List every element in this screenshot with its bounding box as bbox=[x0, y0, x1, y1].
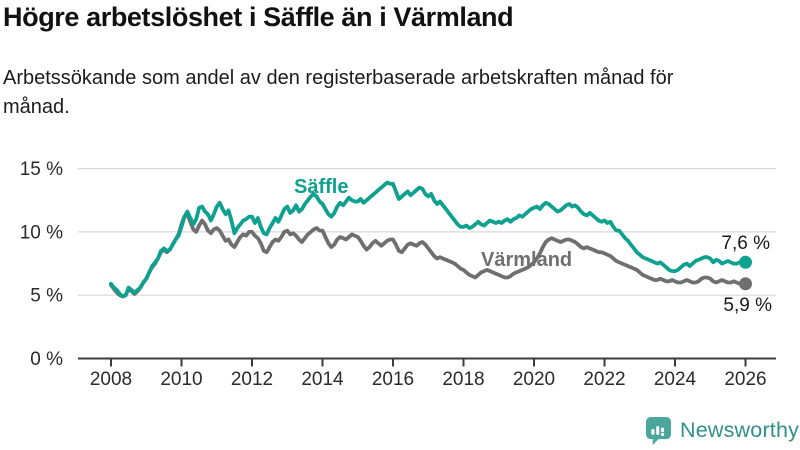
series-end-dot-0 bbox=[739, 255, 752, 269]
x-tick-label: 2020 bbox=[513, 369, 555, 390]
x-tick-label: 2018 bbox=[442, 369, 484, 390]
series-line-0 bbox=[109, 180, 748, 299]
page-title: Högre arbetslöshet i Säffle än i Värmlan… bbox=[3, 2, 514, 32]
x-tick-label: 2016 bbox=[372, 369, 414, 390]
y-tick-label: 5 % bbox=[30, 286, 63, 307]
end-value-label-saffle: 7,6 % bbox=[721, 233, 770, 254]
series-label-varmland: Värmland bbox=[481, 249, 572, 271]
x-tick-label: 2008 bbox=[90, 369, 132, 390]
end-value-label-varmland: 5,9 % bbox=[723, 295, 772, 316]
x-tick-label: 2014 bbox=[301, 369, 344, 390]
bar-chart-speech-bubble-icon bbox=[645, 417, 672, 445]
x-tick-label: 2010 bbox=[160, 369, 202, 390]
chart-subtitle: Arbetssökande som andel av den registerb… bbox=[3, 67, 674, 118]
series-line-1 bbox=[109, 212, 748, 299]
series-end-dot-1 bbox=[739, 277, 752, 291]
x-tick-label: 2026 bbox=[724, 369, 766, 390]
y-tick-label: 0 % bbox=[30, 349, 63, 370]
y-tick-label: 15 % bbox=[20, 159, 63, 180]
x-tick-label: 2012 bbox=[231, 369, 273, 390]
x-tick-label: 2022 bbox=[583, 369, 625, 390]
y-tick-label: 10 % bbox=[20, 222, 63, 243]
series-label-saffle: Säffle bbox=[294, 176, 348, 198]
newsworthy-wordmark: Newsworthy bbox=[680, 418, 800, 442]
newsworthy-logo: Newsworthy bbox=[645, 416, 799, 445]
x-tick-label: 2024 bbox=[654, 369, 697, 390]
